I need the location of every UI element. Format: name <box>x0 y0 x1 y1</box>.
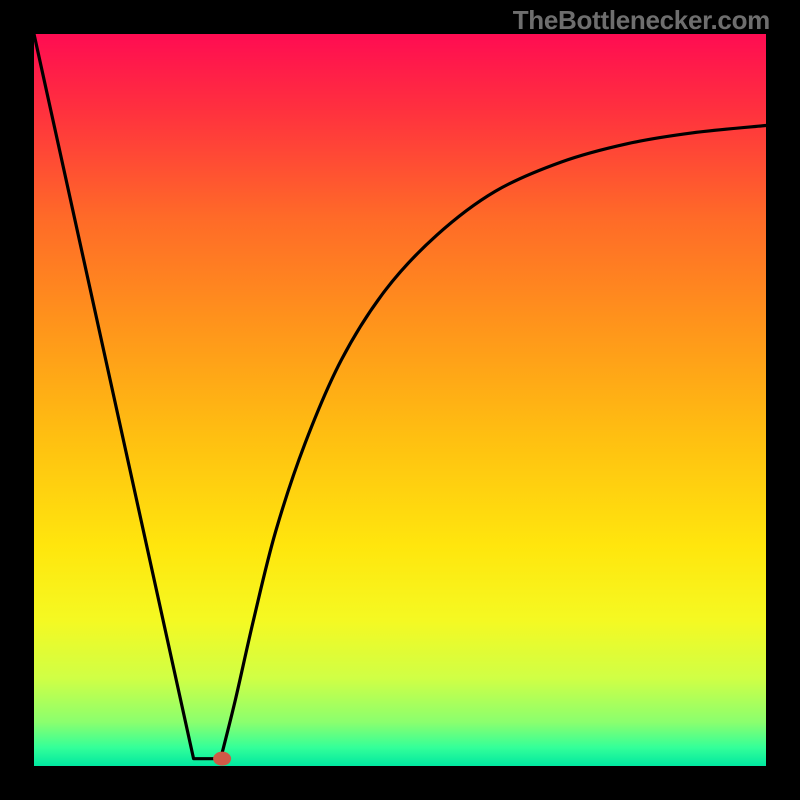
plot-area <box>34 34 766 766</box>
bottleneck-curve <box>34 34 766 766</box>
chart-frame: TheBottlenecker.com <box>0 0 800 800</box>
watermark-text: TheBottlenecker.com <box>513 5 770 36</box>
valley-marker <box>213 752 231 766</box>
